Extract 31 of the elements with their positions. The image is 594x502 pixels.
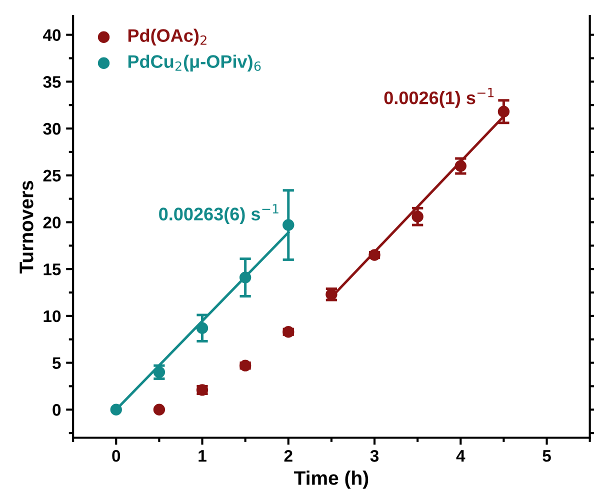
y-tick-label: 35: [43, 76, 61, 88]
x-axis-title: Time (h): [294, 470, 368, 489]
y-tick-label: 15: [44, 264, 61, 276]
point: [153, 404, 166, 416]
point: [196, 322, 208, 334]
point: [412, 210, 424, 222]
point: [454, 160, 466, 172]
y-tick-label: 30: [43, 122, 61, 135]
x-tick-label: 5: [542, 450, 551, 462]
point: [498, 106, 510, 118]
annotation: 0.00263(6) s$^{−1}$: [159, 204, 278, 224]
x-tick-label: 0: [112, 450, 120, 462]
point: [239, 360, 252, 372]
point: [110, 404, 122, 416]
point: [239, 272, 252, 284]
x-tick-label: 3: [370, 450, 379, 462]
y-axis-title: Turnovers: [20, 180, 34, 274]
y-tick-label: 0: [52, 404, 61, 416]
y-tick-label: 40: [42, 29, 61, 42]
annotation: 0.0026(1) s$^{−1}$: [384, 88, 494, 108]
y-tick-label: 10: [44, 310, 61, 322]
point: [282, 326, 294, 338]
x-tick-label: 2: [284, 450, 292, 462]
legend-label: Pd(OAc)$_{2}$: [128, 28, 206, 46]
legend-label: PdCu$_{2}$(μ-OPiv)$_{6}$: [128, 54, 261, 72]
y-tick-label: 5: [52, 357, 61, 369]
point: [282, 219, 294, 231]
x-tick-label: 1: [198, 450, 206, 462]
y-tick-label: 25: [43, 170, 61, 182]
x-tick-label: 4: [456, 450, 466, 462]
y-tick-label: 20: [43, 216, 61, 228]
